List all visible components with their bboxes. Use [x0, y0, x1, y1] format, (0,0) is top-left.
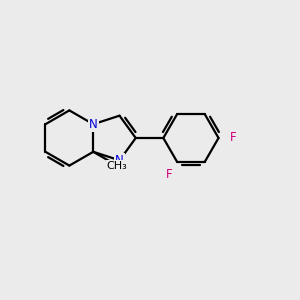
- Text: CH₃: CH₃: [107, 160, 128, 171]
- Text: N: N: [115, 154, 124, 167]
- Text: F: F: [166, 168, 173, 182]
- Text: N: N: [89, 118, 98, 131]
- Text: F: F: [230, 131, 237, 145]
